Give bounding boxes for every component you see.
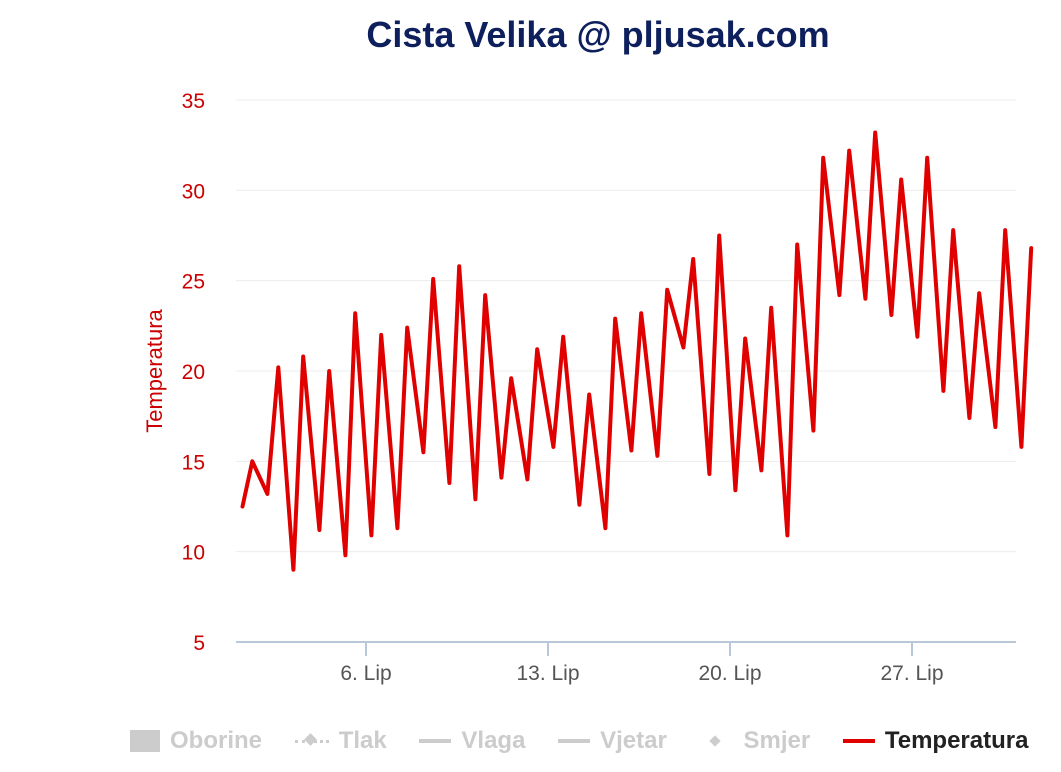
legend-label: Tlak (338, 726, 387, 754)
legend-dash-symbol (294, 739, 329, 743)
y-tick-label: 5 (193, 632, 205, 655)
legend-line-symbol (558, 738, 591, 743)
legend-label: Smjer (743, 726, 811, 754)
x-tick-label: 13. Lip (516, 662, 579, 685)
chart-plot: 5 10 15 20 25 30 35 6. Lip 13. Lip 20. Lip 27. Lip… (142, 90, 1034, 685)
x-tick-label: 27. Lip (880, 662, 943, 685)
legend-item-tlak[interactable]: Tlak (294, 726, 387, 755)
y-tick-label: 20 (182, 361, 205, 384)
legend-diamond-symbol (699, 735, 733, 747)
legend-label: Vlaga (461, 726, 526, 754)
x-tick-label: 20. Lip (698, 662, 761, 685)
series-line-temperatura[interactable] (240, 130, 1034, 572)
legend-item-smjer[interactable]: Smjer (699, 727, 810, 755)
y-tick-label: 10 (182, 542, 205, 565)
legend-item-vjetar[interactable]: Vjetar (558, 727, 667, 755)
y-tick-label: 15 (182, 451, 205, 474)
legend-label: Temperatura (884, 726, 1029, 754)
x-tick-label: 6. Lip (340, 662, 391, 685)
legend-label: Vjetar (600, 726, 667, 754)
legend-label: Oborine (170, 726, 263, 754)
legend-item-vlaga[interactable]: Vlaga (419, 727, 525, 755)
chart-title: Cista Velika @ pljusak.com (366, 14, 830, 55)
y-tick-label: 25 (182, 271, 205, 294)
y-axis-title: Temperatura (142, 308, 167, 432)
legend-item-oborine[interactable]: Oborine (130, 727, 262, 755)
y-tick-label: 30 (182, 180, 205, 203)
legend: Oborine Tlak Vlaga Vjetar Smjer Temperat… (130, 726, 1061, 760)
legend-box-symbol (130, 729, 160, 752)
legend-line-symbol (419, 738, 452, 743)
y-tick-label: 35 (182, 90, 205, 113)
legend-red-line-symbol (842, 738, 875, 743)
legend-item-temperatura[interactable]: Temperatura (842, 726, 1029, 755)
